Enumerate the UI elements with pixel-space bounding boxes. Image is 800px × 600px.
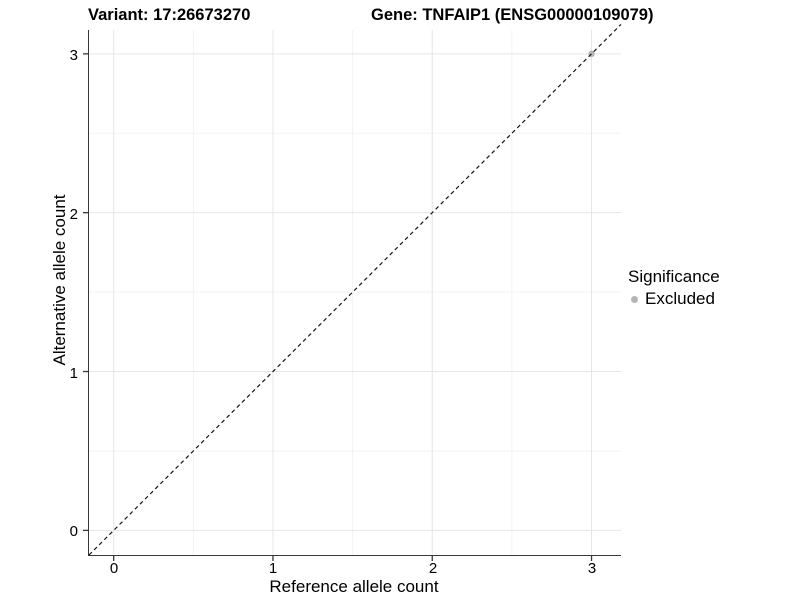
x-axis-label: Reference allele count — [269, 577, 439, 596]
legend-item-excluded: Excluded — [628, 288, 720, 310]
variant-title: Variant: 17:26673270 — [88, 6, 251, 24]
y-axis-label: Alternative allele count — [50, 194, 69, 366]
plot-canvas — [83, 24, 622, 561]
legend: Significance Excluded — [628, 266, 720, 310]
x-tick-label-3: 3 — [587, 560, 597, 577]
y-tick-label-0: 0 — [69, 523, 78, 540]
y-tick-label-1: 1 — [69, 365, 78, 382]
x-tick-label-0: 0 — [109, 560, 119, 577]
x-tick-label-2: 2 — [428, 560, 438, 577]
y-tick-label-3: 3 — [69, 47, 78, 64]
legend-swatch-excluded-icon — [631, 295, 638, 303]
gene-title: Gene: TNFAIP1 (ENSG00000109079) — [371, 6, 654, 24]
plot-panel — [83, 24, 622, 561]
y-tick-label-2: 2 — [69, 206, 78, 223]
x-tick-label-1: 1 — [268, 560, 278, 577]
legend-item-label: Excluded — [645, 289, 715, 308]
identity-reference-line — [88, 24, 622, 556]
legend-title: Significance — [628, 267, 720, 286]
